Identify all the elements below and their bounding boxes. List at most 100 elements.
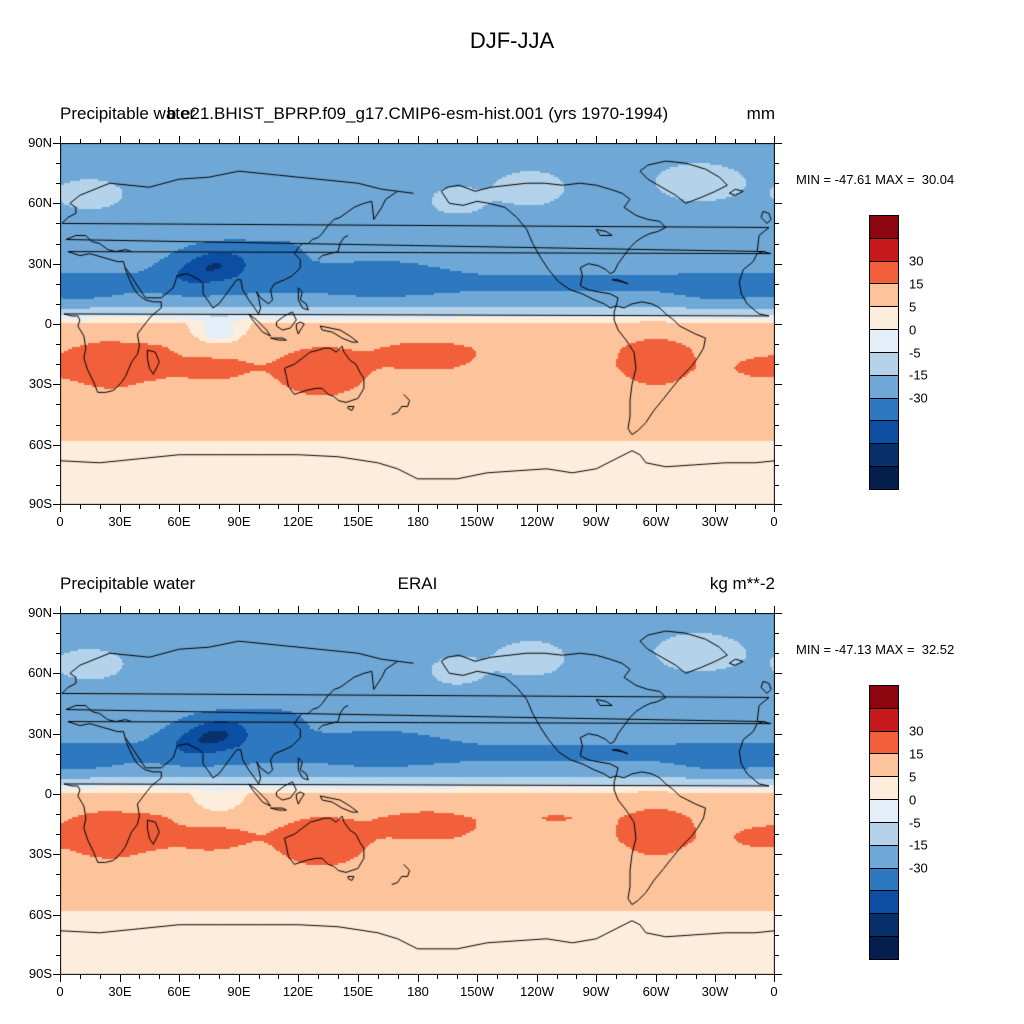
y-axis-tick [53,504,60,505]
colorbar-box [869,351,899,376]
y-axis-tick [53,324,60,325]
y-axis-tick [53,734,60,735]
y-axis-tick [775,203,782,204]
map-plot-panel-2: 0 30E 60E 90E 120E 150E 180 150W 120W 90W 60W 30W 0 9… [28,605,782,999]
x-axis-label: 0 [56,984,64,999]
colorbar-panel-2: 30 15 5 0 -5 -15 -30 [869,685,928,960]
x-axis-tick [656,606,657,613]
x-axis-tick [60,505,61,512]
x-axis-tick [437,975,438,979]
x-axis-label: 60E [167,984,191,999]
colorbar-tick-label: -5 [909,345,921,360]
x-axis-tick [715,606,716,613]
x-axis-tick [636,139,637,143]
x-axis-tick [219,609,220,613]
y-axis-tick [775,183,779,184]
x-axis-tick [557,505,558,509]
colorbar-tick-label: -15 [909,367,928,383]
x-axis-tick [715,975,716,982]
colorbar-box [869,374,899,399]
colorbar-box [869,913,899,938]
x-axis-label: 120E [282,984,314,999]
panel2-units-label: kg m**-2 [709,574,775,593]
x-axis-label: 90E [227,984,251,999]
x-axis-tick [457,975,458,979]
y-axis-tick [56,485,60,486]
x-axis-tick [378,975,379,979]
x-axis-tick [715,136,716,143]
x-axis-tick [576,609,577,613]
x-axis-label: 30E [108,514,132,529]
x-axis-tick [596,136,597,143]
y-axis-tick [53,143,60,144]
x-axis-tick [774,606,775,613]
y-axis-tick [56,183,60,184]
y-axis-tick [775,633,779,634]
x-axis-tick [199,139,200,143]
x-axis-tick [80,609,81,613]
x-axis-tick [378,609,379,613]
x-axis-tick [696,505,697,509]
colorbar-tick-label: 30 [909,253,924,269]
x-axis-tick [755,975,756,979]
y-axis-tick [775,425,779,426]
x-axis-tick [100,609,101,613]
x-axis-tick [298,505,299,512]
x-axis-tick [60,975,61,982]
y-axis-tick [56,163,60,164]
x-axis-tick [318,505,319,509]
panel1-units-label: mm [746,104,775,123]
y-axis-label: 90S [28,496,52,511]
y-axis-tick [775,874,779,875]
panel1-case-title: b.e21.BHIST_BPRP.f09_g17.CMIP6-esm-hist.… [166,104,669,123]
x-axis-tick [497,139,498,143]
x-axis-tick [537,505,538,512]
y-axis-label: 90N [28,135,52,150]
panel2-case-title: ERAI [397,574,438,593]
x-axis-tick [755,505,756,509]
x-axis-tick [239,505,240,512]
map-plot-panel-1: 0 30E 60E 90E 120E 150E 180 150W 120W 90W 60W 30W 0 9… [28,135,782,529]
x-axis-label: 90W [582,514,610,529]
colorbar-box [869,260,899,285]
x-axis-tick [199,609,200,613]
x-axis-tick [735,975,736,979]
y-axis-tick [56,935,60,936]
y-axis-tick [775,264,782,265]
x-axis-tick [139,975,140,979]
x-axis-tick [318,139,319,143]
x-axis-label: 0 [770,514,778,529]
y-axis-tick [775,445,782,446]
y-axis-tick [775,613,782,614]
x-axis-tick [358,505,359,512]
x-axis-label: 120W [520,984,554,999]
x-axis-tick [358,975,359,982]
x-axis-tick [616,139,617,143]
x-axis-tick [537,136,538,143]
x-axis-tick [696,139,697,143]
colorbar-box [869,443,899,468]
colorbar-boxes [869,215,899,490]
x-axis-tick [60,136,61,143]
y-axis-label: 30N [28,256,52,271]
colorbar-box [869,821,899,846]
y-axis-tick [53,854,60,855]
colorbar-box [869,329,899,353]
map-canvas-panel-2 [60,613,775,975]
y-axis-tick [56,364,60,365]
x-axis-tick [517,139,518,143]
colorbar-tick-label: 0 [909,322,917,338]
y-axis-tick [775,163,779,164]
y-axis-label: 60S [28,437,52,452]
y-axis-label: 30N [28,726,52,741]
x-axis-tick [259,975,260,979]
x-axis-tick [735,139,736,143]
x-axis-tick [437,609,438,613]
y-axis-label: 60S [28,907,52,922]
colorbar-tick-label: -15 [909,837,928,853]
x-axis-label: 150E [342,984,374,999]
y-axis-tick [775,485,779,486]
y-axis-label: 30S [28,846,52,861]
y-axis-tick [56,714,60,715]
colorbar-tick-label: 0 [909,792,917,808]
